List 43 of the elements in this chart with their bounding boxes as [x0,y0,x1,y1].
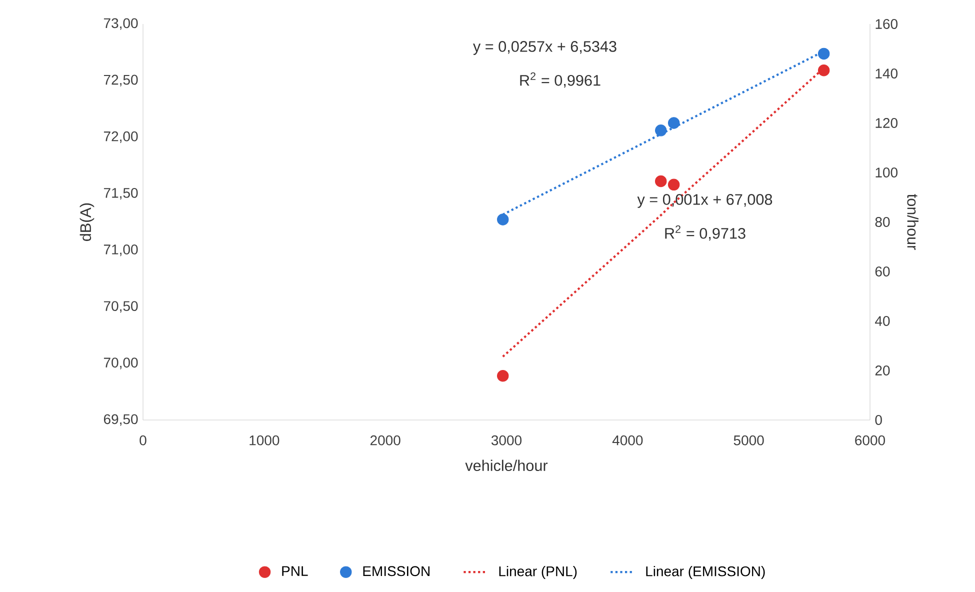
y2-tick-label: 40 [875,316,890,326]
legend-label: EMISSION [363,566,430,576]
x-tick-label: 0 [140,435,146,446]
point [496,370,509,382]
annotation: y = 0,001x + 67,008 [637,194,772,208]
point [818,64,830,76]
x-tick-label: 5000 [734,435,764,446]
y-tick-label: 70,00 [104,358,138,370]
y2-tick-label: 140 [876,68,898,78]
annotation: y = 0,0257x + 6,5343 [473,41,616,55]
y2-tick-label: 60 [875,266,890,276]
y-tick-label: 71,00 [104,244,138,256]
point [668,178,680,191]
y-tick-label: 70,50 [104,301,138,313]
x-tick-label: 6000 [855,435,886,446]
x-axis-title: vehicle/hour [465,460,548,472]
y2-tick-label: 160 [876,19,898,29]
point [654,124,667,136]
x-tick-label: 4000 [612,435,643,446]
y-tick-label: 72,00 [104,131,138,143]
x-tick-label: 2000 [370,435,400,446]
point [668,117,680,129]
x-tick-label: 1000 [250,435,280,446]
y2-tick-label: 20 [875,366,890,376]
y-axis-title: dB(A) [80,203,94,241]
point [497,214,509,226]
y2-tick-label: 80 [875,217,890,227]
point [818,48,830,60]
y2-tick-label: 120 [876,118,898,128]
legend-label: Linear (EMISSION) [646,566,765,580]
y-tick-label: 73,00 [104,18,138,30]
legend-label: Linear (PNL) [499,566,577,580]
y-tick-label: 69,50 [104,414,138,426]
x-tick-label: 3000 [491,435,522,446]
y-tick-label: 72,50 [104,74,138,86]
y2-tick-label: 100 [876,168,898,178]
y2-axis-title: ton/hour [907,194,918,250]
annotation: R$^{2}$ = 0,9713 [665,225,746,241]
y2-tick-label: 0 [875,415,882,425]
y-tick-label: 71,50 [104,188,138,200]
annotation: R$^{2}$ = 0,9961 [520,72,600,88]
legend-label: PNL [282,566,308,576]
point [654,175,667,188]
